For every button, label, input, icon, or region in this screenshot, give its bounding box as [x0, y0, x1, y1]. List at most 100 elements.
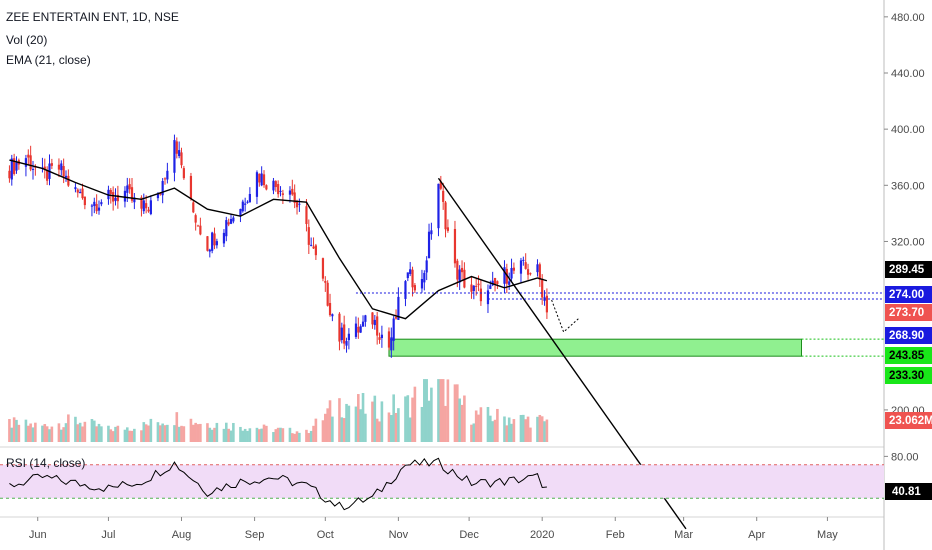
volume-bar — [156, 422, 160, 442]
candle-body — [97, 207, 101, 211]
volume-bar — [114, 426, 117, 442]
volume-bar — [229, 430, 233, 442]
candle-body — [232, 217, 235, 222]
candle-body — [222, 232, 226, 244]
volume-indicator-label[interactable]: Vol (20) — [6, 33, 48, 47]
price-tag: 289.45 — [885, 261, 932, 278]
volume-bar — [246, 430, 249, 442]
volume-bar — [147, 425, 150, 442]
volume-bar — [423, 379, 426, 442]
volume-bar — [293, 433, 296, 442]
volume-bar — [474, 410, 478, 442]
candle-body — [31, 169, 35, 171]
volume-bar — [17, 424, 21, 442]
volume-bar — [274, 429, 278, 442]
volume-bar — [298, 432, 301, 442]
volume-bar — [50, 426, 54, 442]
time-tick-label: Jul — [101, 529, 115, 541]
volume-bar — [375, 418, 379, 442]
candle-body — [392, 318, 395, 341]
price-tag-label: 274.00 — [889, 289, 924, 301]
candle-body — [206, 236, 209, 251]
volume-bar — [526, 416, 530, 442]
volume-bar — [90, 419, 94, 442]
candle-body — [288, 190, 292, 195]
candle-body — [493, 277, 497, 285]
candle-body — [182, 168, 185, 179]
candle-body — [147, 209, 150, 212]
rsi-tag-bg — [885, 483, 932, 500]
volume-bar — [62, 427, 65, 442]
candle-body — [312, 246, 315, 249]
volume-bar — [128, 430, 131, 442]
candle-body — [545, 295, 549, 313]
candle-body — [491, 280, 494, 286]
volume-bar — [390, 415, 393, 442]
volume-bar — [357, 394, 360, 442]
price-tag-bg — [885, 347, 932, 364]
candle-body — [496, 281, 499, 284]
candle-body — [413, 285, 416, 291]
price-tag: 243.85 — [885, 347, 932, 364]
rsi-indicator-label[interactable]: RSI (14, close) — [6, 456, 86, 470]
candle-body — [93, 201, 96, 207]
ema-indicator-label[interactable]: EMA (21, close) — [6, 53, 91, 67]
volume-bar — [305, 429, 308, 442]
candle-body — [196, 225, 200, 227]
candle-body — [291, 188, 294, 195]
candle-body — [430, 230, 433, 235]
candle-body — [227, 222, 230, 225]
support-zone — [388, 338, 884, 357]
volume-bar — [95, 426, 98, 442]
candle-body — [213, 233, 216, 246]
volume-bar — [67, 414, 70, 442]
volume-bar — [158, 425, 162, 442]
volume-bar — [163, 425, 167, 442]
volume-bar — [281, 428, 285, 442]
candle-body — [519, 260, 523, 274]
candle-body — [133, 197, 136, 203]
volume-bar — [491, 421, 494, 442]
candle-body — [472, 285, 475, 292]
volume-bar — [507, 417, 511, 442]
volume-bar — [404, 396, 407, 442]
volume-bar — [29, 423, 32, 442]
volume-bar — [496, 408, 499, 442]
candle-body — [163, 178, 167, 180]
candle-body — [456, 260, 459, 280]
volume-bar — [227, 428, 230, 442]
volume-bar — [189, 418, 193, 442]
volume-bar — [10, 427, 14, 442]
symbol-title[interactable]: ZEE ENTERTAIN ENT, 1D, NSE — [6, 10, 179, 24]
volume-bar — [133, 428, 136, 442]
candle-body — [328, 302, 332, 316]
volume-bar — [92, 420, 96, 442]
volume-bar — [427, 400, 431, 442]
time-tick-label: Mar — [674, 529, 693, 541]
candle-body — [8, 170, 11, 179]
candle-body — [345, 341, 348, 346]
volume-bar — [243, 428, 247, 442]
candle-body — [46, 170, 49, 181]
volume-bar — [295, 431, 299, 442]
candle-body — [437, 183, 440, 229]
candle-body — [114, 197, 117, 201]
price-tag-label: 289.45 — [889, 264, 925, 276]
candle-body — [112, 192, 115, 202]
volume-bar — [265, 425, 268, 442]
volume-bar — [545, 419, 549, 442]
candle-body — [508, 281, 511, 285]
volume-bar — [248, 428, 252, 442]
candle-body — [409, 269, 412, 275]
volume-bar — [437, 379, 440, 442]
time-tick-label: Jun — [29, 529, 47, 541]
candle-body — [324, 280, 327, 283]
candle-body — [62, 166, 65, 177]
volume-bar — [519, 414, 523, 442]
volume-bar — [392, 394, 395, 442]
price-axis: 480.00440.00400.00360.00320.00200.0080.0… — [884, 12, 925, 463]
volume-bar — [307, 433, 311, 442]
volume-bar — [83, 421, 87, 442]
candle-body — [258, 173, 261, 183]
volume-bar — [215, 422, 219, 442]
